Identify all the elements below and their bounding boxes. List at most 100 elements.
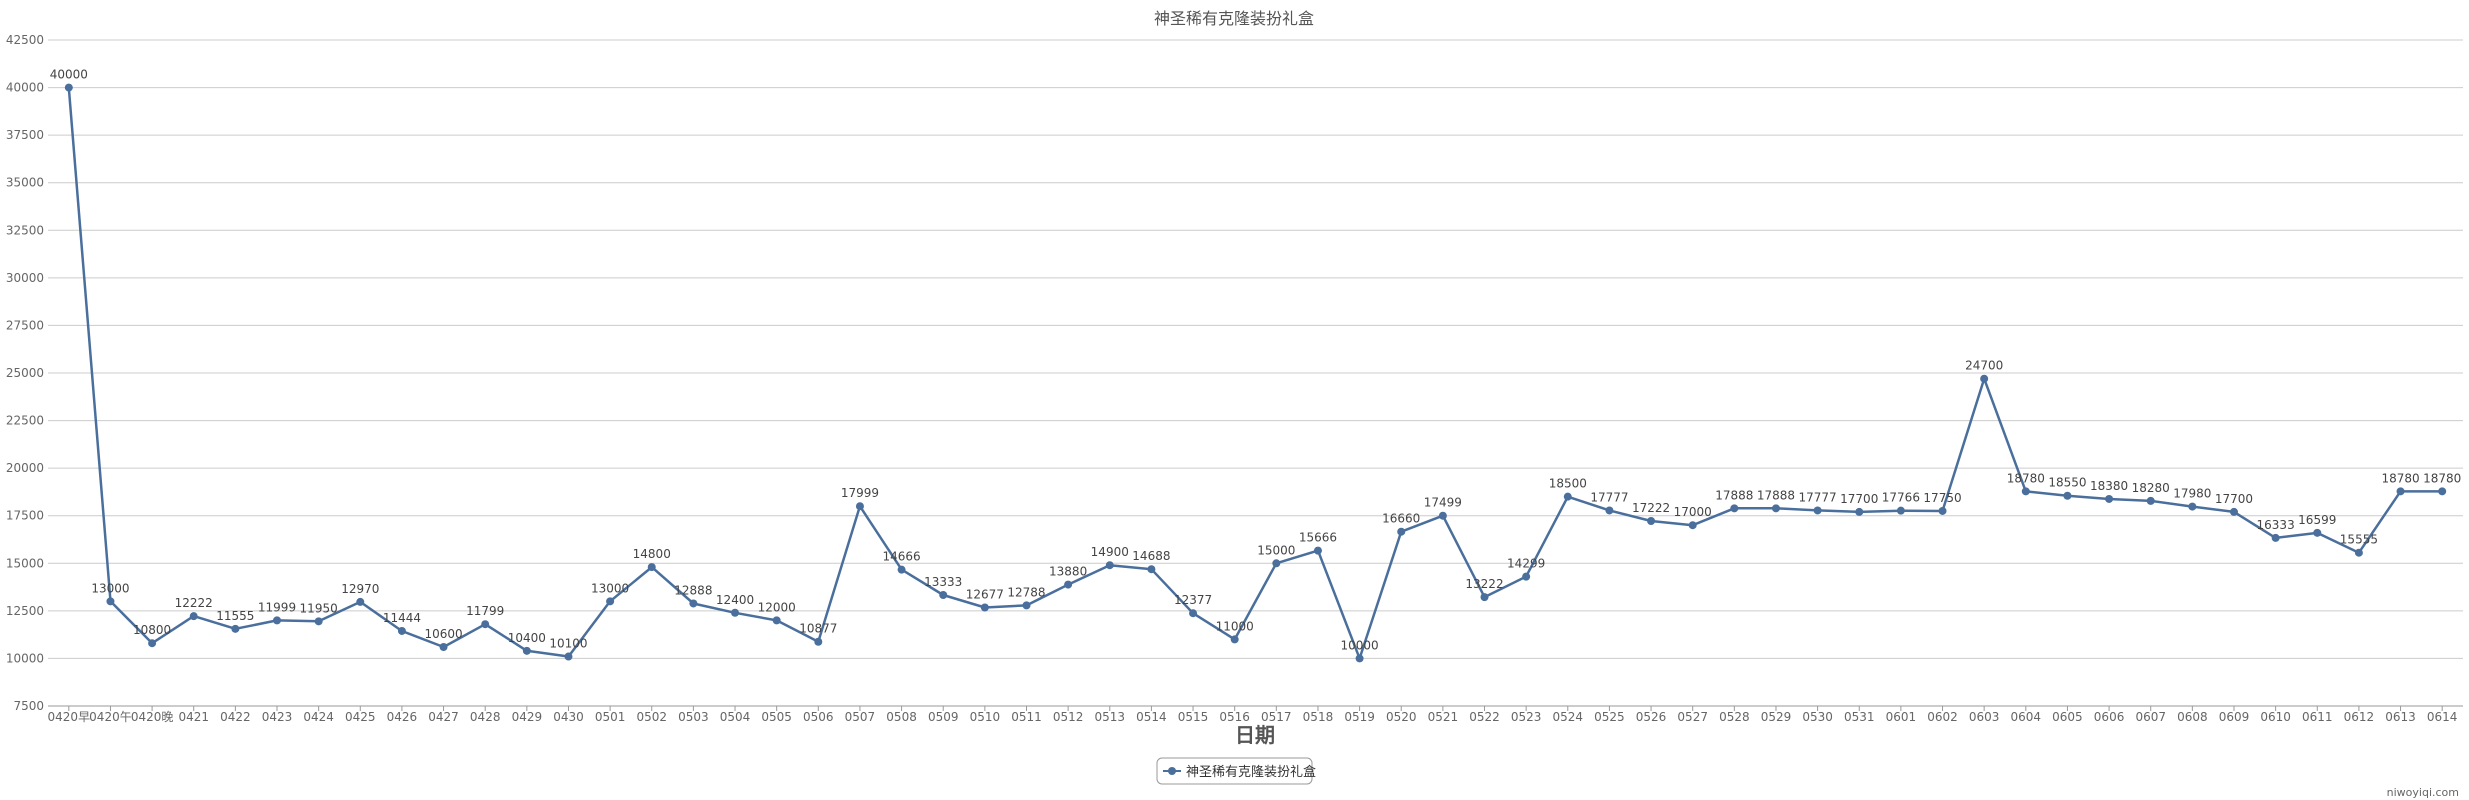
series-line [64, 83, 2447, 663]
x-tick-label: 0522 [1469, 710, 1500, 724]
data-label: 17777 [1799, 490, 1837, 504]
data-point[interactable] [2021, 487, 2030, 496]
x-tick-label: 0510 [970, 710, 1001, 724]
data-point[interactable] [1480, 593, 1489, 602]
data-point[interactable] [2271, 533, 2280, 542]
x-tick-label: 0422 [220, 710, 251, 724]
y-tick-label: 27500 [6, 318, 44, 332]
data-point[interactable] [731, 608, 740, 617]
data-point[interactable] [564, 652, 573, 661]
data-point[interactable] [814, 637, 823, 646]
data-point[interactable] [1105, 561, 1114, 570]
data-label: 17750 [1923, 491, 1961, 505]
data-label: 13222 [1465, 577, 1503, 591]
data-point[interactable] [1189, 609, 1198, 618]
data-label: 16660 [1382, 512, 1420, 526]
data-point[interactable] [397, 626, 406, 635]
data-point[interactable] [1563, 492, 1572, 501]
x-axis: 0420早 0420午 0420晚 0421 0422 0423 0424 0425 0426 0… [48, 706, 2457, 724]
x-tick-label: 0606 [2094, 710, 2125, 724]
data-point[interactable] [1397, 527, 1406, 536]
data-point[interactable] [1438, 511, 1447, 520]
x-tick-label: 0601 [1886, 710, 1917, 724]
x-tick-label: 0421 [178, 710, 209, 724]
x-tick-label: 0515 [1178, 710, 1209, 724]
data-point[interactable] [273, 616, 282, 625]
data-label: 12888 [674, 583, 712, 597]
data-label: 17766 [1882, 491, 1920, 505]
data-point[interactable] [314, 617, 323, 626]
x-tick-label: 0511 [1011, 710, 1042, 724]
legend[interactable]: 神圣稀有克隆装扮礼盒 [1156, 757, 1316, 785]
data-point[interactable] [64, 83, 73, 92]
data-label: 17888 [1715, 488, 1753, 502]
data-point[interactable] [1147, 565, 1156, 574]
data-point[interactable] [2438, 487, 2447, 496]
data-point[interactable] [1064, 580, 1073, 589]
data-label: 18780 [2007, 471, 2045, 485]
data-point[interactable] [356, 597, 365, 606]
data-point[interactable] [606, 597, 615, 606]
data-point[interactable] [1605, 506, 1614, 515]
data-point[interactable] [1272, 559, 1281, 568]
data-point[interactable] [2313, 528, 2322, 537]
data-point[interactable] [2354, 548, 2363, 557]
data-point[interactable] [647, 563, 656, 572]
data-point[interactable] [439, 643, 448, 652]
data-point[interactable] [1771, 504, 1780, 513]
x-tick-label: 0501 [595, 710, 626, 724]
y-tick-label: 35000 [6, 176, 44, 190]
data-point[interactable] [2063, 491, 2072, 500]
data-point[interactable] [1522, 572, 1531, 581]
data-point[interactable] [1022, 601, 1031, 610]
data-point[interactable] [106, 597, 115, 606]
x-tick-label: 0609 [2219, 710, 2250, 724]
data-point[interactable] [1355, 654, 1364, 663]
x-tick-label: 0512 [1053, 710, 1084, 724]
data-point[interactable] [2105, 494, 2114, 503]
data-point[interactable] [1938, 506, 1947, 515]
data-label: 17499 [1424, 496, 1462, 510]
x-tick-label: 0613 [2385, 710, 2416, 724]
x-tick-label: 0604 [2011, 710, 2042, 724]
data-label: 12970 [341, 582, 379, 596]
data-point[interactable] [189, 612, 198, 621]
data-point[interactable] [939, 591, 948, 600]
data-point[interactable] [522, 646, 531, 655]
data-point[interactable] [2229, 507, 2238, 516]
data-point[interactable] [148, 639, 157, 648]
data-point[interactable] [481, 620, 490, 629]
x-tick-label: 0506 [803, 710, 834, 724]
data-point[interactable] [2146, 496, 2155, 505]
data-point[interactable] [1730, 504, 1739, 513]
data-label: 17222 [1632, 501, 1670, 515]
x-tick-label: 0602 [1927, 710, 1958, 724]
y-tick-label: 32500 [6, 223, 44, 237]
legend-box[interactable] [1156, 757, 1313, 785]
data-point[interactable] [1313, 546, 1322, 555]
y-tick-label: 12500 [6, 604, 44, 618]
data-label: 18500 [1549, 477, 1587, 491]
data-point[interactable] [1230, 635, 1239, 644]
data-point[interactable] [1980, 374, 1989, 383]
series-polyline [67, 87, 2443, 660]
data-point[interactable] [231, 624, 240, 633]
data-point[interactable] [1813, 506, 1822, 515]
data-point[interactable] [772, 616, 781, 625]
x-tick-label: 0420晚 [131, 710, 174, 724]
data-point[interactable] [2396, 487, 2405, 496]
data-point[interactable] [980, 603, 989, 612]
x-tick-label: 0527 [1677, 710, 1708, 724]
data-point[interactable] [2188, 502, 2197, 511]
data-label: 17980 [2173, 487, 2211, 501]
data-point[interactable] [1896, 506, 1905, 515]
data-point[interactable] [897, 565, 906, 574]
data-label: 11950 [300, 601, 338, 615]
data-point[interactable] [1688, 521, 1697, 530]
data-point[interactable] [689, 599, 698, 608]
data-point[interactable] [1855, 507, 1864, 516]
data-point[interactable] [1647, 517, 1656, 526]
data-point[interactable] [855, 502, 864, 511]
x-tick-label: 0612 [2344, 710, 2375, 724]
